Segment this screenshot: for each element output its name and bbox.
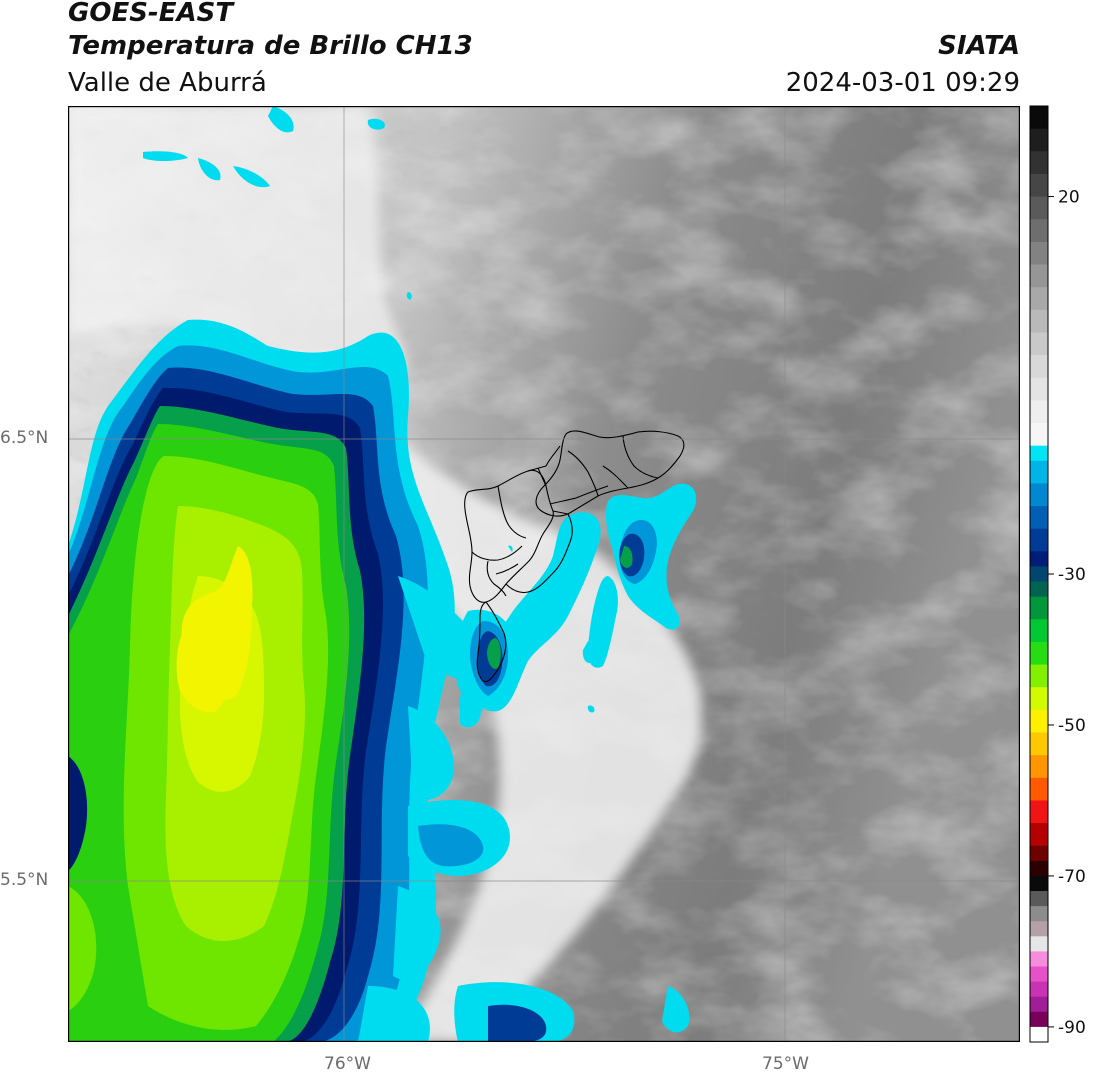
colorbar-tick-label: -30 bbox=[1058, 565, 1086, 585]
colorbar-segment bbox=[1030, 423, 1048, 447]
colorbar: 20 -30 -50 -70 -90 bbox=[1029, 105, 1086, 1043]
colorbar-segment bbox=[1030, 875, 1048, 892]
satellite-map bbox=[68, 106, 1020, 1042]
colorbar-segment bbox=[1030, 460, 1048, 485]
colorbar-segment bbox=[1030, 445, 1048, 462]
colorbar-segment bbox=[1030, 400, 1048, 424]
colorbar-segment bbox=[1030, 241, 1048, 266]
map-frame bbox=[68, 106, 1020, 1042]
colorbar-segment bbox=[1030, 687, 1048, 711]
colorbar-segment bbox=[1030, 619, 1048, 643]
colorbar-segment bbox=[1030, 332, 1048, 356]
colorbar-segment bbox=[1030, 173, 1048, 198]
colorbar-segment bbox=[1030, 966, 1048, 983]
lon-label-76W: 76°W bbox=[324, 1054, 371, 1074]
colorbar-segment bbox=[1030, 823, 1048, 847]
colorbar-tick-label: -70 bbox=[1058, 867, 1086, 887]
graticule bbox=[68, 106, 1020, 1042]
colorbar-tick-label: -50 bbox=[1058, 716, 1086, 736]
colorbar-segment bbox=[1030, 581, 1048, 598]
colorbar-segment bbox=[1030, 287, 1048, 311]
colorbar-segment bbox=[1030, 528, 1048, 552]
colorbar-segment bbox=[1030, 845, 1048, 862]
municipal-boundaries bbox=[464, 430, 685, 683]
product-title: Temperatura de Brillo CH13 bbox=[68, 31, 473, 61]
lat-label-6-5N: 6.5°N bbox=[0, 428, 49, 448]
region-subtitle: Valle de Aburrá bbox=[68, 68, 267, 98]
colorbar-segment bbox=[1030, 664, 1048, 688]
colorbar-segment bbox=[1030, 732, 1048, 756]
colorbar-segment bbox=[1030, 506, 1048, 530]
colorbar-segment bbox=[1030, 377, 1048, 401]
colorbar-segment bbox=[1030, 1026, 1048, 1043]
colorbar-segment bbox=[1030, 921, 1048, 937]
colorbar-segment bbox=[1030, 860, 1048, 877]
colorbar-segment bbox=[1030, 996, 1048, 1013]
colorbar-segment bbox=[1030, 106, 1048, 130]
colorbar-segment bbox=[1030, 641, 1048, 666]
colorbar-segment bbox=[1030, 906, 1048, 922]
colorbar-segment bbox=[1030, 951, 1048, 968]
colorbar-segment bbox=[1030, 483, 1048, 507]
cloud-edge-fragments bbox=[358, 576, 690, 1042]
colorbar-segment bbox=[1030, 936, 1048, 953]
colorbar-tick-label: 20 bbox=[1058, 188, 1080, 208]
colorbar-segment bbox=[1030, 596, 1048, 620]
colorbar-segment bbox=[1030, 800, 1048, 824]
colorbar-segment bbox=[1030, 355, 1048, 379]
colorbar-segment bbox=[1030, 128, 1048, 152]
colorbar-segment bbox=[1030, 151, 1048, 175]
colorbar-tick-label: -90 bbox=[1058, 1018, 1086, 1038]
satellite-title: GOES-EAST bbox=[68, 0, 234, 28]
convective-system-west bbox=[68, 319, 455, 1042]
colorbar-segment bbox=[1030, 309, 1048, 334]
colorbar-segment bbox=[1030, 981, 1048, 998]
convective-system-east bbox=[582, 483, 697, 668]
colorbar-segment bbox=[1030, 551, 1048, 568]
colorbar-segment bbox=[1030, 196, 1048, 220]
small-cloud-patches bbox=[143, 106, 595, 713]
colorbar-segment bbox=[1030, 891, 1048, 907]
colorbar-segment bbox=[1030, 264, 1048, 288]
warm-white-top bbox=[68, 106, 407, 393]
convective-system-central bbox=[455, 512, 601, 728]
lat-label-5-5N: 5.5°N bbox=[0, 870, 49, 890]
colorbar-segment bbox=[1030, 1011, 1048, 1028]
colorbar-segment bbox=[1030, 566, 1048, 583]
colorbar-segment bbox=[1030, 219, 1048, 243]
agency-label: SIATA bbox=[938, 31, 1020, 61]
colorbar-segment bbox=[1030, 755, 1048, 779]
colorbar-segment bbox=[1030, 777, 1048, 802]
colorbar-segment bbox=[1030, 709, 1048, 734]
lon-label-75W: 75°W bbox=[762, 1054, 809, 1074]
datetime-label: 2024-03-01 09:29 bbox=[785, 68, 1020, 98]
